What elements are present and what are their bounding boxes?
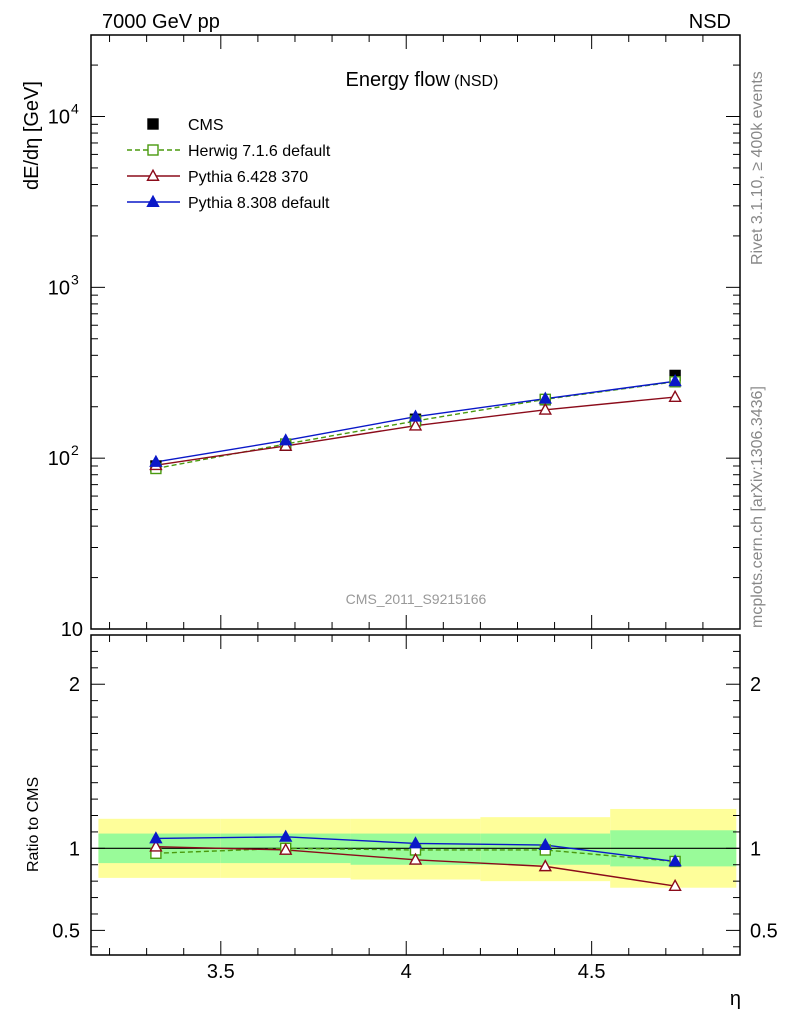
ratio-data-point xyxy=(149,839,163,852)
legend-marker xyxy=(147,144,159,156)
ratio-y-tick-label-right: 2 xyxy=(750,674,761,696)
data-point xyxy=(668,389,682,402)
y-axis-label: dE/dη [GeV] xyxy=(21,81,43,190)
ratio-frame xyxy=(90,634,741,956)
ratio-data-point xyxy=(279,829,293,842)
ratio-y-tick-label-right: 1 xyxy=(750,838,761,860)
ratio-y-tick-label-left: 2 xyxy=(69,674,80,696)
ratio-data-point xyxy=(668,878,682,892)
data-point xyxy=(668,374,682,387)
ratio-data-point xyxy=(279,842,293,855)
y-tick-label: 10 xyxy=(48,107,70,129)
legend: CMS Herwig 7.1.6 default Pythia 6.428 370 P… xyxy=(127,117,331,212)
ratio-data-point xyxy=(538,859,552,872)
y-tick-label-exponent: 3 xyxy=(71,271,79,287)
ratio-data-point xyxy=(149,831,163,844)
header-left-label: 7000 GeV pp xyxy=(102,11,220,33)
legend-entry: Pythia 8.308 default xyxy=(188,195,330,212)
data-point xyxy=(279,433,293,446)
ratio-data-point xyxy=(538,837,552,851)
ratio-data-point xyxy=(408,852,423,865)
legend-entry: Herwig 7.1.6 default xyxy=(188,143,331,160)
y-tick-label: 10 xyxy=(61,619,83,641)
ratio-y-axis-label: Ratio to CMS xyxy=(25,777,42,872)
analysis-watermark: CMS_2011_S9215166 xyxy=(346,591,487,607)
header-right-label: NSD xyxy=(689,11,731,33)
ratio-data-point xyxy=(668,854,682,867)
data-point xyxy=(408,418,423,431)
y-tick-label: 10 xyxy=(48,277,70,299)
main-frame xyxy=(90,34,741,630)
main-panel: Energy flow (NSD) CMS_2011_S9215166 dE/d… xyxy=(21,34,741,641)
y-tick-label: 10 xyxy=(48,448,70,470)
legend-marker xyxy=(147,118,159,130)
ratio-data-point xyxy=(408,836,423,849)
data-point xyxy=(538,402,552,415)
data-point xyxy=(408,409,423,422)
chart-title: Energy flow xyxy=(346,69,451,91)
x-tick-label: 3.5 xyxy=(207,961,235,983)
y-tick-label-exponent: 2 xyxy=(71,442,79,458)
legend-marker xyxy=(146,168,160,181)
legend-marker xyxy=(146,194,160,207)
legend-entry: CMS xyxy=(188,117,224,134)
chart-subtitle: (NSD) xyxy=(454,73,498,90)
x-tick-label: 4.5 xyxy=(578,961,606,983)
ratio-y-tick-label-left: 1 xyxy=(69,838,80,860)
ratio-panel: Ratio to CMS η 0.5 0.5 1 1 2 2 3.5 4 4.5 xyxy=(25,634,778,1010)
x-axis-label: η xyxy=(730,988,741,1010)
series-line xyxy=(155,396,676,466)
y-tick-label-exponent: 4 xyxy=(71,101,79,117)
mcplots-label: mcplots.cern.ch [arXiv:1306.3436] xyxy=(749,386,766,628)
data-point xyxy=(149,454,163,467)
ratio-y-tick-label-right: 0.5 xyxy=(750,920,778,942)
rivet-info-label: Rivet 3.1.10, ≥ 400k events xyxy=(749,71,766,265)
ratio-y-tick-label-left: 0.5 xyxy=(52,920,80,942)
data-point xyxy=(538,391,552,404)
x-tick-label: 4 xyxy=(401,961,412,983)
legend-entry: Pythia 6.428 370 xyxy=(188,169,308,186)
